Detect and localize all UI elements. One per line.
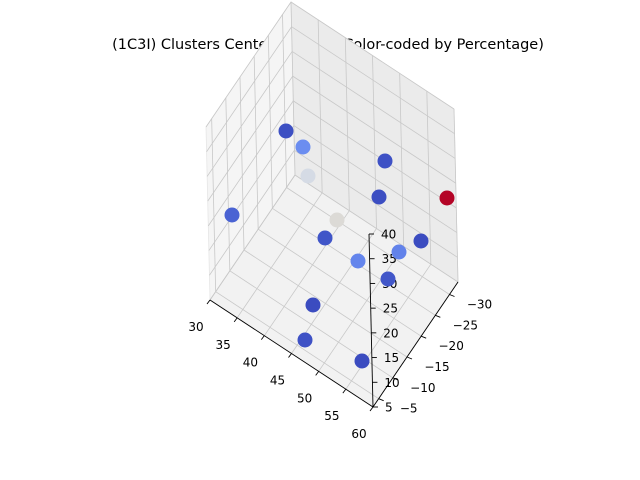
grid-line-x-back: [317, 19, 323, 193]
y-tick-label: −5: [400, 402, 418, 416]
grid-line-y-left: [282, 14, 287, 188]
grid-line-z-left: [209, 174, 296, 301]
scatter-point: [391, 244, 407, 260]
x-tick-label: 30: [188, 320, 203, 334]
scatter-point: [295, 139, 311, 155]
grid-line-z-left: [206, 26, 292, 152]
grid-line-x-back: [453, 108, 459, 283]
grid-line-x-floor: [345, 263, 432, 390]
grid-line-z-back: [290, 1, 455, 110]
y-tick-mark: [420, 335, 427, 339]
scatter-point: [380, 271, 396, 287]
scatter-point: [413, 233, 429, 249]
y-tick-label: −25: [453, 318, 478, 332]
x-tick-mark: [233, 317, 238, 323]
z-axis-line: [368, 233, 374, 408]
x-tick-mark: [342, 388, 347, 394]
z-tick-label: 25: [383, 302, 398, 316]
x-tick-label: 40: [243, 356, 258, 370]
x-tick-mark: [288, 353, 292, 358]
scatter-point: [297, 332, 313, 348]
grid-line-x-floor: [264, 210, 350, 336]
x-tick-mark: [206, 299, 211, 305]
x-tick-mark: [315, 371, 320, 376]
y-axis-line: [372, 281, 459, 408]
scatter-points: [224, 123, 455, 369]
grid-line-z-back: [291, 51, 456, 159]
grid-line-z-back: [293, 125, 458, 233]
x-tick-mark: [369, 406, 374, 412]
y-tick-label: −30: [467, 298, 492, 312]
grid-line-y-left: [267, 35, 273, 209]
x-tick-label: 35: [216, 338, 231, 352]
x-tick-label: 50: [297, 391, 312, 405]
x-tick-mark: [260, 335, 265, 340]
y-tick-label: −20: [439, 339, 464, 353]
scatter-point: [350, 253, 366, 269]
grid-line-y-left: [225, 97, 231, 271]
grid-line-y-left: [253, 56, 259, 230]
y-tick-mark: [449, 294, 455, 297]
grid-line-x-back: [399, 73, 405, 247]
grid-line-y-floor: [257, 228, 422, 337]
y-tick-label: −15: [424, 360, 449, 374]
scatter-point: [377, 153, 393, 169]
grid-line-y-floor: [286, 187, 450, 295]
scatter-point: [278, 123, 294, 139]
scatter-point: [317, 230, 333, 246]
grid-line-y-floor: [243, 249, 408, 358]
z-tick-label: 5: [385, 401, 393, 415]
grid-line-z-left: [207, 75, 294, 202]
y-tick-mark: [392, 377, 399, 381]
grid-line-x-back: [290, 1, 296, 176]
grid-line-z-left: [206, 51, 293, 177]
y-tick-mark: [435, 314, 441, 318]
z-tick-label: 40: [381, 228, 396, 242]
grid-line-x-back: [344, 37, 350, 211]
z-tick-label: 15: [384, 351, 399, 365]
scatter-point: [329, 212, 345, 228]
scatter-point: [305, 297, 321, 313]
y-tick-mark: [406, 356, 413, 360]
grid-line-y-floor: [215, 291, 379, 400]
z-tick-label: 10: [384, 376, 399, 390]
x-tick-label: 55: [324, 409, 339, 423]
scatter-point: [354, 353, 370, 369]
grid-line-z-left: [209, 150, 295, 276]
grid-line-z-back: [291, 26, 455, 135]
grid-line-x-floor: [318, 246, 404, 372]
x-tick-label: 45: [270, 374, 285, 388]
grid-line-x-floor: [236, 192, 323, 319]
grid-line-z-left: [208, 125, 295, 251]
y-tick-mark: [378, 398, 384, 402]
scatter-point: [371, 189, 387, 205]
grid-line-z-back: [292, 75, 456, 184]
grid-line-x-back: [426, 91, 432, 265]
scatter-point: [224, 207, 240, 223]
x-tick-label: 60: [351, 427, 366, 441]
grid-line-y-left: [211, 118, 217, 292]
grid-line-y-left: [239, 76, 245, 251]
grid-line-z-left: [205, 1, 292, 128]
scatter-point: [300, 168, 316, 184]
scatter-point: [439, 190, 455, 206]
grid-line-z-back: [294, 174, 459, 283]
tick-marks: 30 35 40 45 50 55 60 −30 −25 −20 −15 −10 −5 5 10 15 20 25…: [188, 228, 492, 442]
grid-line-z-left: [207, 100, 294, 227]
grid-line-z-back: [293, 100, 457, 209]
y-tick-label: −10: [410, 381, 435, 395]
z-tick-label: 20: [383, 326, 398, 340]
